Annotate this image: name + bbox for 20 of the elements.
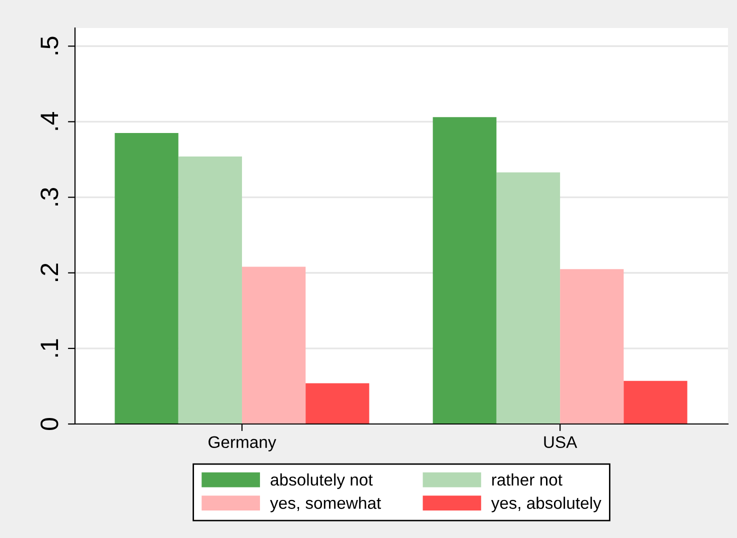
bar [560, 269, 624, 424]
bar [432, 117, 496, 424]
y-tick-label: .2 [40, 264, 58, 281]
bar [114, 133, 178, 424]
legend-label: absolutely not [270, 473, 373, 489]
y-tick-label: .1 [40, 339, 58, 357]
bar [242, 266, 306, 424]
bar [496, 172, 560, 424]
y-tick-label: .5 [40, 36, 58, 54]
legend-label: rather not [492, 473, 562, 486]
x-tick-label: USA [544, 436, 578, 448]
x-tick-label: Germany [208, 436, 276, 452]
y-tick-label: 0 [40, 418, 58, 430]
legend-label: yes, absolutely [491, 496, 602, 512]
bar [178, 156, 242, 424]
bar [306, 383, 370, 424]
legend-label: yes, somewhat [270, 496, 382, 512]
y-tick-label: .3 [40, 188, 58, 206]
y-tick-label: .4 [40, 112, 58, 130]
bar [624, 380, 688, 424]
